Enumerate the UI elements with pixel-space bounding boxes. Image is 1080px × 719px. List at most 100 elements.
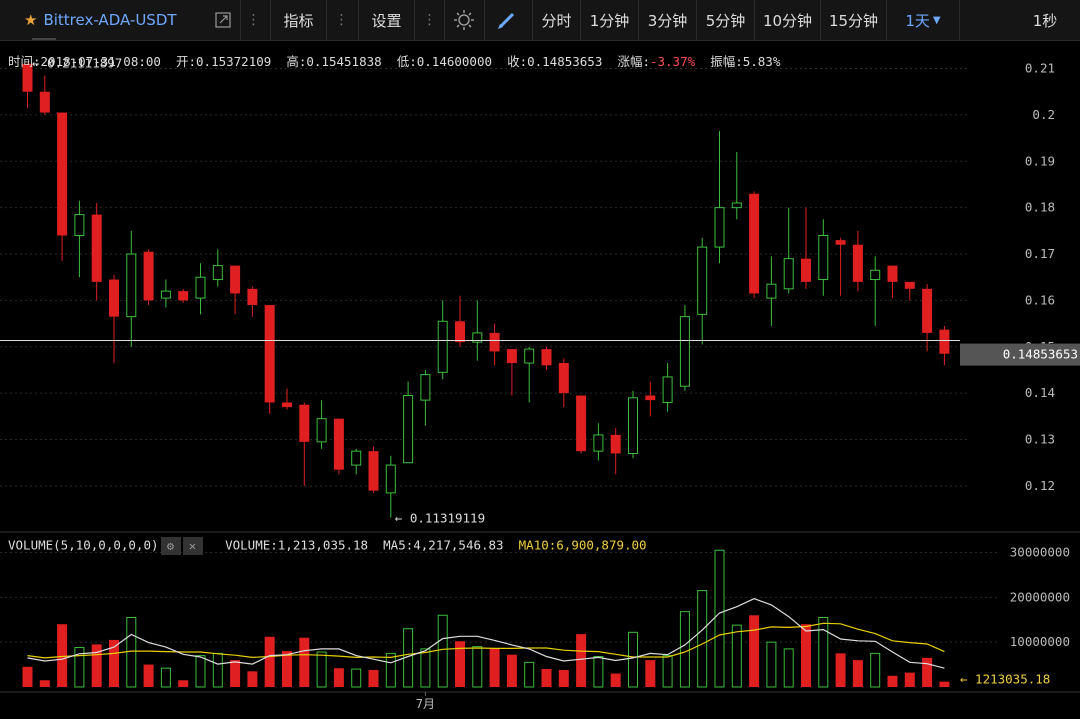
volume-bar	[74, 647, 85, 688]
symbol-selector[interactable]: ★ Bittrex-ADA-USDT	[16, 0, 210, 40]
volume-tick-label: 30000000	[1010, 544, 1070, 559]
volume-bar	[939, 681, 950, 687]
candle-body	[506, 349, 517, 364]
gear-icon[interactable]: ⚙	[160, 537, 181, 555]
candle	[299, 402, 310, 486]
volume-bar	[230, 660, 241, 687]
volume-bar	[506, 654, 517, 687]
interval-5[interactable]: 15分钟	[820, 0, 886, 40]
volume-bar	[783, 648, 794, 688]
candle-body	[282, 402, 292, 408]
candle-body	[368, 451, 379, 491]
more-icon: ⋮	[246, 12, 261, 28]
price-tick-label: 0.12	[1025, 478, 1055, 493]
candle	[628, 390, 638, 459]
indicators-menu-button[interactable]: ⋮	[326, 0, 356, 40]
candle	[610, 427, 621, 475]
candle	[282, 388, 292, 410]
candle	[455, 295, 465, 347]
star-icon[interactable]: ★	[24, 11, 38, 29]
candle	[126, 230, 137, 347]
candle	[333, 418, 344, 475]
candle-body	[109, 279, 119, 317]
candle	[697, 237, 708, 345]
candle	[541, 346, 552, 370]
candle-body	[39, 91, 50, 113]
candle	[178, 288, 189, 303]
volume-bar	[852, 660, 863, 687]
volume-bar	[39, 680, 50, 687]
candle	[39, 75, 50, 115]
candle	[783, 207, 794, 294]
volume-bar	[731, 624, 742, 688]
volume-value: VOLUME:1,213,035.18	[225, 537, 369, 553]
more-icon: ⋮	[422, 12, 437, 28]
candle	[645, 381, 656, 417]
interval-active[interactable]: 1天 ▼	[886, 0, 960, 40]
candle	[230, 265, 241, 315]
volume-bar	[57, 624, 68, 687]
volume-bar	[195, 655, 206, 688]
volume-indicator-name: VOLUME(5,10,0,0,0,0)	[8, 537, 159, 553]
candle	[870, 256, 881, 326]
interval-1[interactable]: 1分钟	[580, 0, 638, 40]
interval-label: 分时	[541, 11, 572, 30]
candle-body	[714, 207, 725, 248]
volume-bar	[697, 590, 708, 688]
volume-bar	[593, 656, 604, 688]
candle-body	[904, 281, 915, 289]
interval-4[interactable]: 10分钟	[754, 0, 820, 40]
pencil-icon	[497, 12, 514, 29]
price-tick-label: 0.16	[1025, 292, 1055, 307]
volume-bar	[576, 634, 587, 687]
candle-body	[316, 418, 327, 443]
candle-body	[524, 348, 535, 364]
settings-menu-button[interactable]: ⋮	[414, 0, 444, 40]
interval-label: 3分钟	[647, 11, 688, 30]
volume-bar	[22, 666, 33, 687]
volume-bar	[91, 644, 102, 687]
candle	[160, 279, 171, 308]
interval-2[interactable]: 3分钟	[638, 0, 696, 40]
candle	[420, 369, 431, 426]
candle	[351, 448, 362, 475]
volume-bar	[385, 652, 396, 688]
price-tick-label: 0.19	[1025, 153, 1055, 168]
interval-0[interactable]: 分时	[532, 0, 580, 40]
candle	[922, 284, 933, 352]
candle-body	[57, 112, 68, 236]
candle	[852, 230, 863, 292]
volume-bar	[835, 653, 846, 687]
refresh-rate[interactable]: 1秒	[1010, 0, 1080, 40]
x-axis-month-label: 7月	[416, 697, 435, 711]
candle-body	[887, 265, 898, 282]
volume-bar	[333, 668, 344, 687]
draw-button[interactable]	[484, 0, 528, 40]
indicators-button[interactable]: 指标	[270, 0, 326, 40]
price-tick-label: 0.2	[1032, 107, 1055, 122]
grid	[0, 68, 1080, 693]
price-axis: 0.210.20.190.180.170.160.150.140.130.121…	[1010, 61, 1070, 650]
settings-button[interactable]: 设置	[358, 0, 414, 40]
candle	[558, 358, 569, 408]
candle-body	[126, 253, 137, 318]
candle-body	[455, 321, 465, 343]
volume-bar	[801, 624, 811, 687]
popout-button[interactable]	[206, 0, 240, 40]
candle-body	[645, 395, 656, 401]
interval-label: 1分钟	[589, 11, 630, 30]
volume-bar	[922, 657, 933, 687]
last-volume-label: ← 1213035.18	[960, 672, 1050, 687]
interval-3[interactable]: 5分钟	[696, 0, 754, 40]
volume-bar	[818, 617, 829, 688]
candle-body	[697, 246, 708, 315]
candle-body	[662, 376, 673, 403]
volume-bar	[887, 675, 898, 687]
info-change-label: 涨幅:	[617, 54, 650, 69]
current-price-label: 0.14853653	[1003, 347, 1078, 362]
close-icon[interactable]: ✕	[182, 537, 203, 555]
symbol-menu-button[interactable]: ⋮	[240, 0, 266, 40]
volume-bar	[679, 611, 690, 688]
volume-bar	[351, 668, 362, 688]
theme-button[interactable]	[444, 0, 482, 40]
